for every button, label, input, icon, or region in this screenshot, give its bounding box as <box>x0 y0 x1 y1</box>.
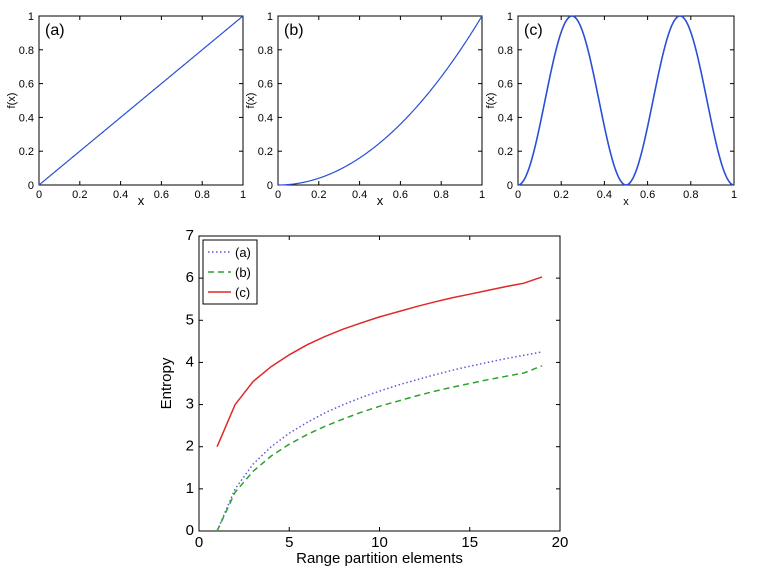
y-tick-label: 0 <box>267 180 273 192</box>
x-axis-label: x <box>377 193 384 208</box>
y-tick-label: 0.8 <box>258 45 273 57</box>
y-tick-label: 0 <box>186 522 194 539</box>
x-tick-label: 0.6 <box>154 189 169 201</box>
y-tick-label: 3 <box>186 396 194 413</box>
x-tick-label: 0.8 <box>683 189 698 201</box>
x-axis-label: Range partition elements <box>296 550 463 567</box>
y-tick-label: 0.2 <box>19 146 34 158</box>
x-tick-label: 10 <box>371 534 388 551</box>
x-tick-label: 20 <box>552 534 569 551</box>
axes-box <box>38 15 244 186</box>
legend-label: (b) <box>235 265 251 280</box>
x-tick-label: 0.4 <box>113 189 128 201</box>
x-tick-label: 0.2 <box>554 189 569 201</box>
y-tick-label: 7 <box>186 227 194 244</box>
x-tick-label: 0.6 <box>640 189 655 201</box>
y-tick-label: 5 <box>186 311 194 328</box>
y-tick-label: 0.6 <box>19 79 34 91</box>
y-axis-label: f(x) <box>6 93 18 109</box>
x-tick-label: 0 <box>195 534 203 551</box>
x-tick-label: 0.4 <box>352 189 367 201</box>
y-tick-label: 0 <box>28 180 34 192</box>
chart-b: 0 0.2 0.4 0.6 0.8 1 0 0.2 0.4 0.6 0.8 1 x f(x) (b) <box>245 11 485 208</box>
chart-entropy: 0 5 10 15 20 0 1 2 3 4 5 6 7 Range partition elements… <box>158 227 568 567</box>
x-tick-label: 1 <box>731 189 737 201</box>
y-tick-label: 0.2 <box>498 146 513 158</box>
y-tick-label: 0.6 <box>498 79 513 91</box>
x-tick-label: 5 <box>285 534 293 551</box>
y-tick-label: 1 <box>28 11 34 23</box>
y-tick-label: 0 <box>507 180 513 192</box>
y-tick-label: 0.4 <box>19 112 34 124</box>
series-line-b <box>216 365 543 532</box>
x-tick-label: 15 <box>461 534 478 551</box>
axes-box <box>517 15 735 186</box>
x-axis-label: x <box>138 193 145 208</box>
axes-box <box>277 15 483 186</box>
y-tick-label: 1 <box>186 480 194 497</box>
chart-a: 0 0.2 0.4 0.6 0.8 1 0 0.2 0.4 0.6 0.8 1 x f(x) (a) <box>6 11 246 208</box>
x-tick-label: 0.4 <box>597 189 612 201</box>
y-tick-label: 0.8 <box>19 45 34 57</box>
x-tick-label: 0.8 <box>195 189 210 201</box>
x-tick-label: 0.2 <box>72 189 87 201</box>
y-tick-label: 0.2 <box>258 146 273 158</box>
y-tick-label: 4 <box>186 353 194 370</box>
y-axis-label: f(x) <box>485 93 497 109</box>
y-tick-label: 0.8 <box>498 45 513 57</box>
x-tick-label: 0 <box>515 189 521 201</box>
y-tick-label: 6 <box>186 269 194 286</box>
x-tick-label: 0.2 <box>311 189 326 201</box>
series-line-a <box>216 351 543 532</box>
function-curve <box>517 15 735 186</box>
y-tick-label: 0.6 <box>258 79 273 91</box>
panel-label: (c) <box>524 22 543 39</box>
legend-label: (c) <box>235 285 250 300</box>
series-line-c <box>216 276 543 447</box>
y-tick-label: 1 <box>267 11 273 23</box>
x-tick-label: 0 <box>36 189 42 201</box>
panel-label: (a) <box>45 22 65 39</box>
y-tick-label: 0.4 <box>258 112 273 124</box>
x-tick-label: 0 <box>275 189 281 201</box>
x-tick-label: 0.6 <box>393 189 408 201</box>
y-axis-label: f(x) <box>245 93 257 109</box>
panel-label: (b) <box>284 22 304 39</box>
legend-label: (a) <box>235 245 251 260</box>
x-tick-label: 0.8 <box>434 189 449 201</box>
y-tick-label: 1 <box>507 11 513 23</box>
y-tick-label: 0.4 <box>498 112 513 124</box>
chart-c: 0 0.2 0.4 0.6 0.8 1 0 0.2 0.4 0.6 0.8 1 x f(x) (c) <box>485 11 737 208</box>
y-axis-label: Entropy <box>158 357 175 409</box>
x-tick-label: 1 <box>479 189 485 201</box>
function-curve <box>38 15 244 186</box>
function-curve <box>278 15 483 186</box>
x-axis-label: x <box>623 196 629 208</box>
x-tick-label: 1 <box>240 189 246 201</box>
y-tick-label: 2 <box>186 438 194 455</box>
